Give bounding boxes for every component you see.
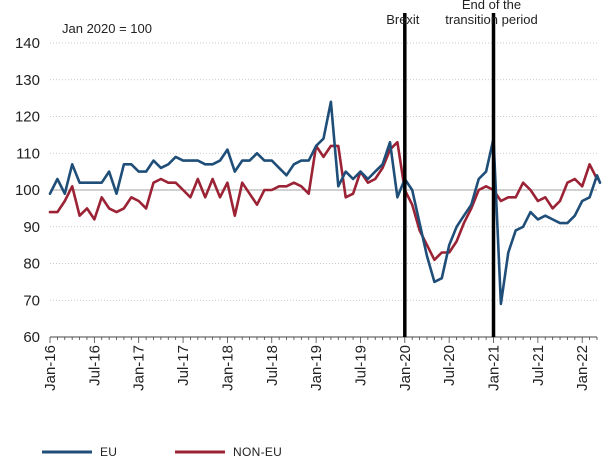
x-tick-label-Jul-17: Jul-17 xyxy=(175,345,192,386)
y-tick-label-110: 110 xyxy=(16,145,40,162)
series-line-eu xyxy=(48,100,602,306)
event-label-1-1: transition period xyxy=(445,12,538,27)
event-label-1-0: End of the xyxy=(462,0,521,12)
x-tick-label-Jan-21: Jan-21 xyxy=(486,345,503,391)
y-axis-tick-labels: 60 70 80 90 100 110 120 130 140 xyxy=(15,35,40,346)
series-lines xyxy=(48,100,602,306)
y-tick-label-80: 80 xyxy=(23,256,40,273)
x-tick-label-Jan-18: Jan-18 xyxy=(219,345,236,391)
gridlines xyxy=(50,42,597,338)
x-tick-label-Jul-19: Jul-19 xyxy=(352,345,369,386)
x-tick-label-Jul-16: Jul-16 xyxy=(86,345,103,386)
x-tick-label-Jan-20: Jan-20 xyxy=(397,345,414,391)
y-tick-label-130: 130 xyxy=(15,72,40,89)
legend: EU NON-EU xyxy=(42,445,282,459)
x-tick-label-Jan-16: Jan-16 xyxy=(42,345,59,391)
y-tick-label-70: 70 xyxy=(23,292,40,309)
legend-label-1: NON-EU xyxy=(233,445,282,459)
y-tick-label-60: 60 xyxy=(23,329,40,346)
x-tick-label-Jul-20: Jul-20 xyxy=(441,345,458,386)
x-tick-label-Jul-18: Jul-18 xyxy=(264,345,281,386)
y-tick-label-140: 140 xyxy=(15,35,40,52)
series-line-non-eu xyxy=(48,140,599,262)
index-base-note: Jan 2020 = 100 xyxy=(62,21,152,36)
x-tick-label-Jan-22: Jan-22 xyxy=(574,345,591,391)
y-tick-label-90: 90 xyxy=(23,219,40,236)
x-tick-label-Jan-19: Jan-19 xyxy=(308,345,325,391)
event-label-0-0: Brexit xyxy=(386,12,420,27)
legend-label-0: EU xyxy=(100,445,117,459)
y-tick-label-120: 120 xyxy=(15,109,40,126)
x-tick-label-Jul-21: Jul-21 xyxy=(530,345,547,386)
x-axis: Jan-16 Jul-16 Jan-17 Jul-17 Jan-18 Jul-18 Jan-… xyxy=(42,336,598,391)
x-tick-label-Jan-17: Jan-17 xyxy=(131,345,148,391)
y-tick-label-100: 100 xyxy=(15,182,40,199)
